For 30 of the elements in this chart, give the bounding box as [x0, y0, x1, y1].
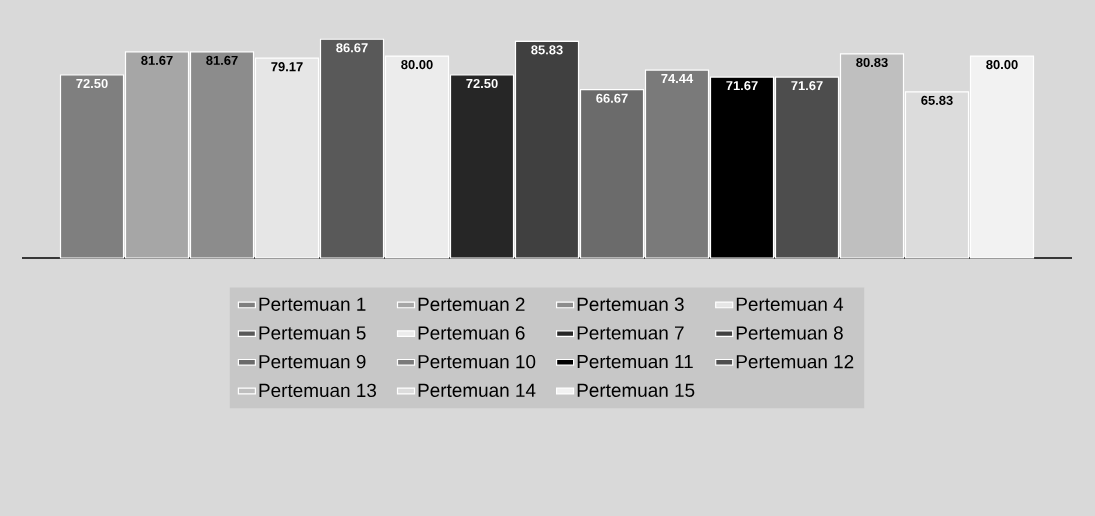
data-label: 80.00 [401, 59, 433, 70]
data-label: 80.00 [986, 59, 1018, 70]
data-label: 79.17 [271, 62, 303, 72]
legend-label: Pertemuan 5 [259, 326, 366, 340]
legend-label: Pertemuan 8 [736, 326, 843, 340]
legend-label: Pertemuan 14 [418, 383, 536, 397]
data-label: 74.44 [661, 74, 694, 83]
data-label: 71.67 [726, 81, 758, 91]
legend-label: Pertemuan 2 [418, 297, 525, 311]
data-label: 65.83 [921, 95, 953, 105]
legend-label: Pertemuan 1 [259, 297, 366, 311]
legend-label: Pertemuan 6 [418, 326, 525, 340]
data-label: 71.67 [791, 81, 823, 91]
data-label: 81.67 [206, 55, 238, 65]
legend-label: Pertemuan 9 [259, 354, 366, 369]
data-label: 85.83 [531, 45, 563, 55]
data-label: 66.67 [596, 93, 628, 103]
legend-label: Pertemuan 7 [577, 326, 684, 340]
legend-label: Pertemuan 10 [418, 354, 536, 369]
legend-label: Pertemuan 3 [577, 297, 684, 311]
data-label: 80.83 [856, 57, 888, 68]
data-label: 72.50 [76, 78, 108, 89]
data-label: 72.50 [466, 78, 498, 89]
data-label: 81.67 [141, 55, 173, 65]
legend-label: Pertemuan 11 [577, 355, 693, 369]
legend-label: Pertemuan 13 [259, 383, 377, 398]
data-label: 86.67 [336, 43, 368, 53]
legend-label: Pertemuan 4 [736, 297, 844, 311]
legend-label: Pertemuan 12 [736, 354, 854, 369]
legend-label: Pertemuan 15 [577, 383, 695, 397]
